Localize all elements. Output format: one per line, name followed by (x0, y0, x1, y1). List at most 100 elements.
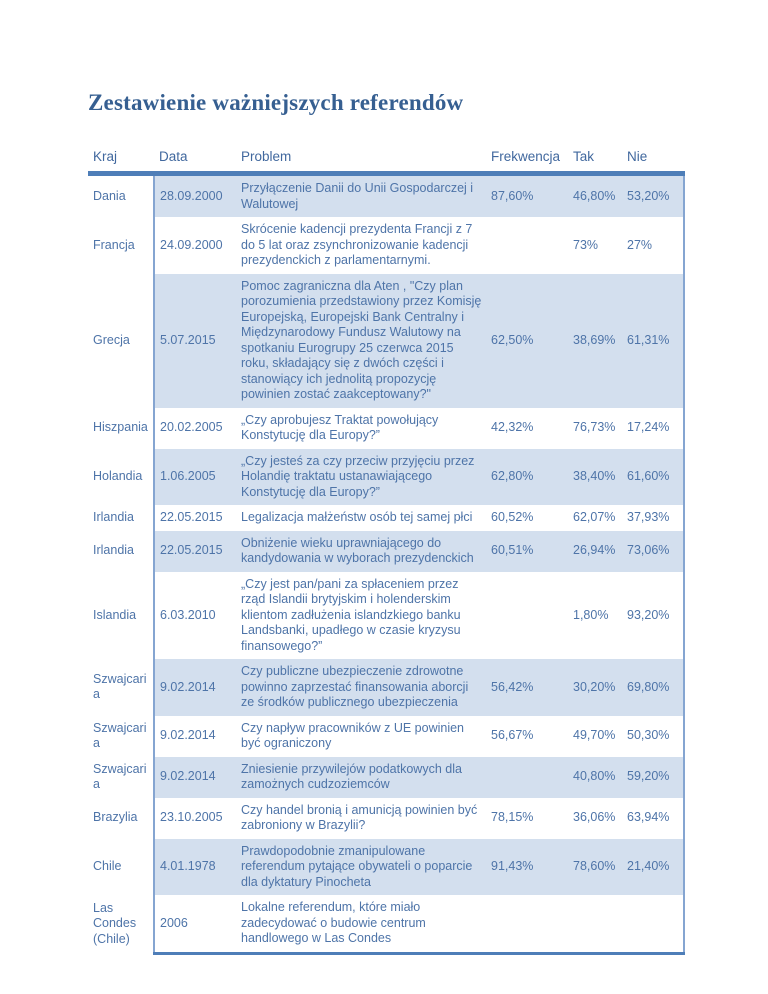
cell-problem: „Czy jest pan/pani za spłaceniem przez r… (241, 576, 461, 653)
cell-frekwencja (486, 895, 568, 955)
referendums-table: Kraj Data Problem Frekwencja Tak Nie Dan… (88, 149, 685, 955)
cell-tak: 49,70% (573, 728, 616, 743)
cell-problem: Czy publiczne ubezpieczenie zdrowotne po… (236, 659, 486, 716)
cell-problem: Prawdopodobnie zmanipulowane referendum … (236, 838, 486, 895)
column-header-frekwencja: Frekwencja (486, 149, 568, 176)
column-header-problem: Problem (236, 149, 486, 176)
table-row: Grecja 5.07.2015 Pomoc zagraniczna dla A… (88, 273, 685, 408)
table-row: Dania 28.09.2000 Przyłączenie Danii do U… (88, 173, 685, 217)
table-header: Kraj Data Problem Frekwencja Tak Nie (88, 149, 684, 176)
cell-tak: 78,60% (568, 838, 622, 895)
cell-data: 24.09.2000 (153, 217, 236, 274)
cell-nie: 69,80% (622, 659, 685, 716)
cell-frekwencja: 60,52% (491, 510, 534, 524)
cell-tak: 40,80% (568, 756, 622, 798)
cell-nie (622, 895, 685, 955)
cell-frekwencja: 62,50% (486, 273, 568, 408)
table-row: Szwajcaria 9.02.2014 Czy publiczne ubezp… (88, 659, 685, 716)
cell-problem: Czy napływ pracowników z UE powinien być… (241, 720, 465, 751)
cell-nie: 73,06% (622, 530, 685, 572)
table-body: Dania 28.09.2000 Przyłączenie Danii do U… (88, 173, 685, 955)
cell-data: 1.06.2005 (153, 448, 236, 505)
column-header-tak: Tak (568, 149, 622, 176)
table-row: Szwajcaria 9.02.2014 Zniesienie przywile… (88, 756, 685, 798)
cell-tak: 38,40% (568, 448, 622, 505)
cell-tak: 30,20% (568, 659, 622, 716)
cell-kraj: Szwajcaria (93, 761, 147, 792)
cell-kraj: Francja (93, 237, 135, 252)
cell-nie: 53,20% (622, 173, 685, 217)
table-row: Francja 24.09.2000 Skrócenie kadencji pr… (88, 217, 685, 274)
cell-tak: 73% (573, 237, 599, 252)
cell-frekwencja (486, 572, 568, 660)
cell-problem: „Czy jesteś za czy przeciw przyjęciu prz… (236, 448, 486, 505)
cell-kraj: Chile (93, 859, 122, 873)
cell-kraj: Brazylia (93, 810, 138, 825)
cell-tak: 62,07% (573, 510, 616, 524)
cell-tak: 46,80% (568, 173, 622, 217)
cell-kraj: Grecja (93, 332, 130, 347)
table-row: Brazylia 23.10.2005 Czy handel bronią i … (88, 797, 685, 839)
cell-kraj: Islandia (93, 607, 137, 622)
cell-data: 9.02.2014 (153, 715, 236, 757)
cell-frekwencja: 87,60% (486, 173, 568, 217)
table-row: Chile 4.01.1978 Prawdopodobnie zmanipulo… (88, 838, 685, 895)
cell-data: 4.01.1978 (153, 838, 236, 895)
cell-frekwencja (486, 217, 568, 274)
cell-data: 9.02.2014 (153, 756, 236, 798)
cell-data: 6.03.2010 (153, 571, 236, 659)
cell-problem: Legalizacja małżeństw osób tej samej płc… (241, 510, 473, 524)
table-row: Irlandia 22.05.2015 Legalizacja małżeńst… (88, 505, 685, 531)
cell-problem: Lokalne referendum, które miało zadecydo… (236, 895, 486, 955)
cell-data: 20.02.2005 (153, 407, 236, 449)
cell-kraj: Irlandia (93, 510, 134, 524)
cell-frekwencja: 78,15% (491, 810, 534, 825)
cell-kraj: Irlandia (93, 543, 134, 558)
cell-data: 2006 (153, 895, 236, 955)
cell-nie: 27% (622, 217, 685, 274)
cell-kraj: Szwajcaria (93, 720, 147, 751)
cell-kraj: Szwajcaria (93, 671, 147, 702)
cell-data: 9.02.2014 (153, 659, 236, 716)
cell-frekwencja: 42,32% (491, 420, 534, 435)
cell-tak: 1,80% (573, 607, 609, 622)
table-row: Irlandia 22.05.2015 Obniżenie wieku upra… (88, 530, 685, 572)
cell-data: 23.10.2005 (153, 797, 236, 839)
table-row: Holandia 1.06.2005 „Czy jesteś za czy pr… (88, 448, 685, 505)
cell-tak: 36,06% (573, 810, 616, 825)
table-row: Szwajcaria 9.02.2014 Czy napływ pracowni… (88, 715, 685, 757)
cell-nie: 21,40% (622, 838, 685, 895)
cell-problem: Obniżenie wieku uprawniającego do kandyd… (236, 530, 486, 572)
table-row: Hiszpania 20.02.2005 „Czy aprobujesz Tra… (88, 407, 685, 449)
cell-frekwencja: 91,43% (486, 838, 568, 895)
cell-frekwencja (486, 756, 568, 798)
cell-frekwencja: 56,67% (491, 728, 534, 743)
cell-kraj: Las Condes (Chile) (93, 900, 137, 946)
cell-data: 22.05.2015 (153, 505, 236, 531)
table-row: Islandia 6.03.2010 „Czy jest pan/pani za… (88, 571, 685, 660)
cell-problem: „Czy aprobujesz Traktat powołujący Konst… (241, 412, 439, 443)
cell-data: 28.09.2000 (153, 173, 236, 217)
cell-nie: 63,94% (622, 797, 685, 839)
page-title: Zestawienie ważniejszych referendów (88, 90, 464, 115)
cell-data: 5.07.2015 (153, 273, 236, 408)
cell-problem: Pomoc zagraniczna dla Aten , "Czy plan p… (236, 273, 486, 408)
cell-problem: Zniesienie przywilejów podatkowych dla z… (236, 756, 486, 798)
cell-problem: Przyłączenie Danii do Unii Gospodarczej … (236, 173, 486, 217)
cell-nie: 17,24% (622, 407, 685, 449)
cell-kraj: Hiszpania (93, 420, 148, 435)
cell-nie: 93,20% (622, 571, 685, 659)
cell-tak (568, 895, 622, 955)
column-header-nie: Nie (622, 149, 684, 176)
cell-frekwencja: 60,51% (486, 530, 568, 572)
cell-nie: 37,93% (622, 505, 685, 531)
cell-frekwencja: 56,42% (486, 659, 568, 716)
cell-tak: 38,69% (568, 273, 622, 408)
cell-problem: Skrócenie kadencji prezydenta Francji z … (241, 222, 473, 267)
cell-kraj: Dania (93, 188, 126, 203)
cell-frekwencja: 62,80% (486, 448, 568, 505)
cell-nie: 50,30% (622, 715, 685, 757)
cell-kraj: Holandia (93, 469, 143, 483)
table-row: Las Condes (Chile) 2006 Lokalne referend… (88, 895, 685, 955)
